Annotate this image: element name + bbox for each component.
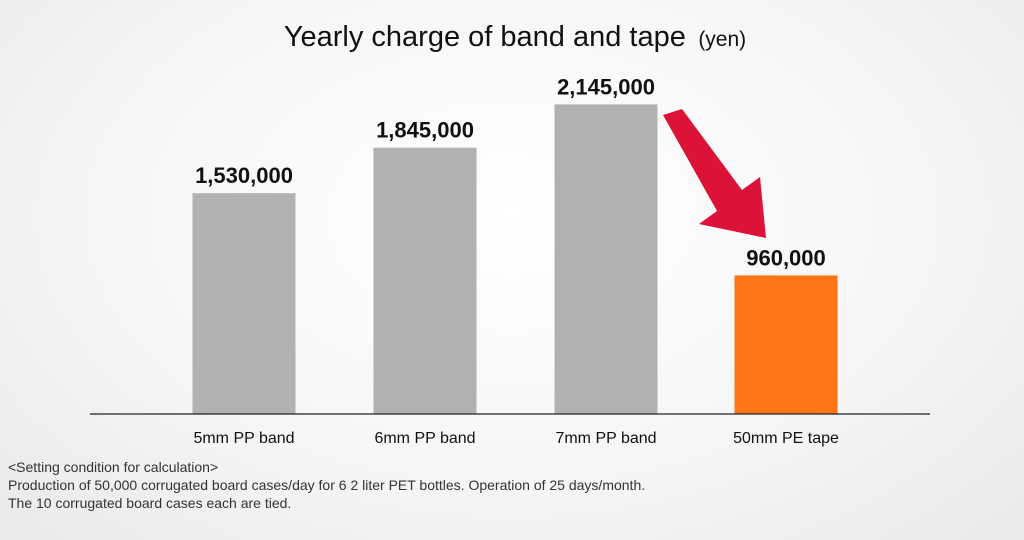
decrease-arrow [663, 109, 766, 238]
chart-title-text: Yearly charge of band and tape [284, 21, 686, 53]
category-label-4: 50mm PE tape [733, 430, 839, 447]
bar-value-label-2: 1,845,000 [376, 118, 474, 143]
bars-group: 1,530,000 5mm PP band 1,845,000 6mm PP band… [192, 74, 839, 447]
bar-value-label-3: 2,145,000 [557, 74, 655, 99]
bar-value-label-1: 1,530,000 [195, 163, 293, 188]
bar-2 [373, 147, 477, 414]
chart-title-unit: (yen) [698, 28, 746, 51]
chart-title: Yearly charge of band and tape (yen) [284, 21, 746, 53]
category-label-1: 5mm PP band [193, 430, 294, 447]
notes-heading: <Setting condition for calculation> [8, 459, 219, 475]
category-label-2: 6mm PP band [374, 430, 475, 447]
notes-line-2: The 10 corrugated board cases each are t… [8, 495, 292, 511]
bar-4 [734, 275, 838, 414]
category-label-3: 7mm PP band [555, 430, 656, 447]
decrease-arrow-group [663, 109, 766, 238]
notes-line-1: Production of 50,000 corrugated board ca… [8, 477, 646, 493]
bar-value-label-4: 960,000 [746, 245, 826, 270]
calculation-notes: <Setting condition for calculation> Prod… [8, 458, 645, 512]
bar-3 [554, 104, 658, 415]
bar-1 [192, 193, 296, 414]
